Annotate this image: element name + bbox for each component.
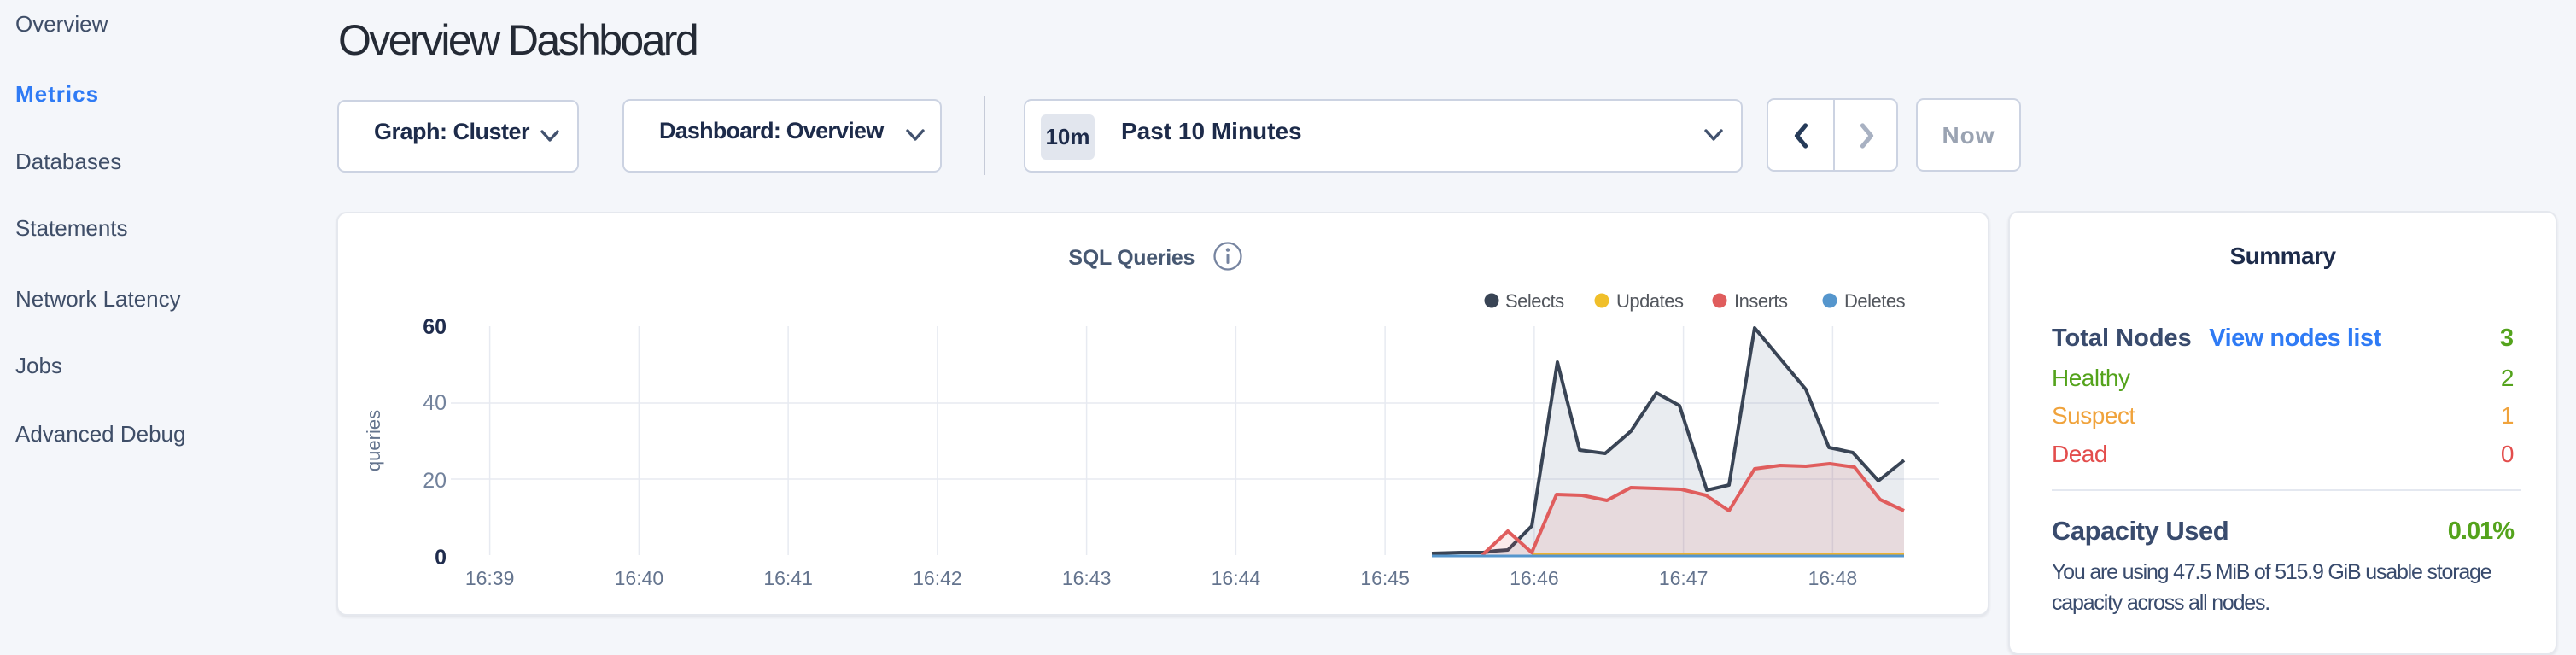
svg-text:40: 40 [423,391,447,415]
svg-text:0: 0 [435,546,447,570]
svg-text:16:47: 16:47 [1659,567,1709,589]
svg-text:16:45: 16:45 [1360,567,1410,589]
svg-text:16:46: 16:46 [1510,567,1559,589]
svg-text:Selects: Selects [1505,290,1564,312]
svg-text:16:39: 16:39 [465,567,515,589]
svg-text:16:40: 16:40 [615,567,664,589]
svg-text:60: 60 [423,315,447,339]
svg-text:16:48: 16:48 [1808,567,1858,589]
svg-text:Updates: Updates [1616,290,1684,312]
svg-text:16:43: 16:43 [1062,567,1112,589]
svg-text:queries: queries [363,410,384,471]
svg-text:Deletes: Deletes [1844,290,1906,312]
svg-text:16:44: 16:44 [1212,567,1261,589]
svg-text:Inserts: Inserts [1734,290,1788,312]
svg-text:16:41: 16:41 [763,567,813,589]
svg-text:16:42: 16:42 [913,567,962,589]
svg-text:20: 20 [423,469,447,493]
